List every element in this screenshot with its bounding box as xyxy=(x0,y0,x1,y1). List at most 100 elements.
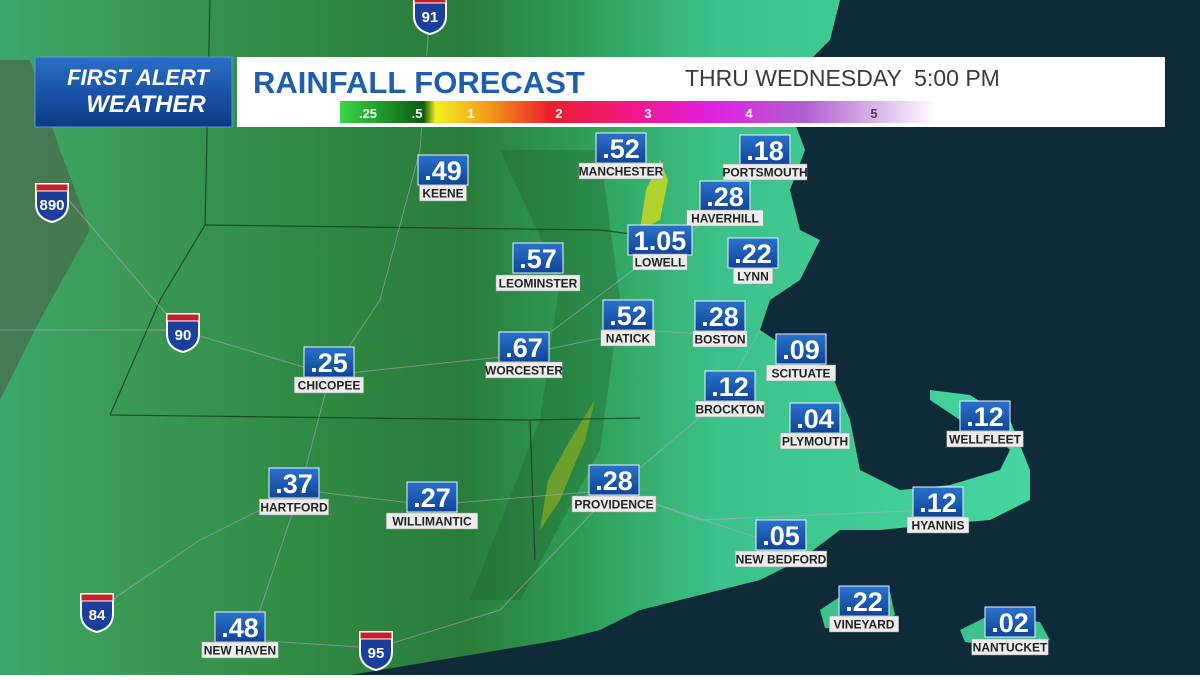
highway-shield-top xyxy=(413,0,447,4)
value-box xyxy=(727,237,779,269)
value-box xyxy=(214,611,266,643)
highway-shield-top xyxy=(35,183,69,192)
highway-shield xyxy=(35,183,69,224)
city-marker: .09 SCITUATE xyxy=(766,333,836,382)
rain-value: .25 xyxy=(310,348,348,378)
name-box xyxy=(578,162,664,180)
legend-label: 1 xyxy=(467,106,474,121)
title: RAINFALL FORECAST xyxy=(253,65,585,100)
highway-number: 890 xyxy=(39,197,64,214)
logo-text: FIRST ALERT xyxy=(67,65,210,90)
city-name: HYANNIS xyxy=(912,519,965,533)
highway-number: 84 xyxy=(89,607,106,624)
darker-band xyxy=(470,150,620,600)
name-box xyxy=(686,209,764,227)
city-marker: .57 LEOMINSTER xyxy=(495,242,581,292)
city-name: PLYMOUTH xyxy=(782,435,848,449)
legend-label: .25 xyxy=(359,106,377,121)
rain-value: .12 xyxy=(919,488,957,518)
city-name: WILLIMANTIC xyxy=(392,515,472,529)
highway-number: 91 xyxy=(422,9,439,26)
city-name: WORCESTER xyxy=(485,364,563,378)
name-box xyxy=(906,516,970,534)
city-name: LOWELL xyxy=(635,256,686,270)
value-box xyxy=(406,481,458,513)
rain-value: .18 xyxy=(746,136,784,166)
value-box xyxy=(512,242,564,274)
value-box xyxy=(775,333,827,365)
name-box xyxy=(571,495,657,513)
value-box xyxy=(595,132,647,164)
legend-label: 5 xyxy=(870,106,877,121)
city-name: PROVIDENCE xyxy=(574,498,653,512)
name-box xyxy=(201,641,279,659)
name-box xyxy=(632,253,688,271)
city-marker: .27 WILLIMANTIC xyxy=(386,481,478,530)
name-box xyxy=(829,615,899,633)
highway-number: 90 xyxy=(175,327,192,344)
highway-shield xyxy=(166,313,200,354)
name-box xyxy=(780,432,850,450)
rain-value: .12 xyxy=(966,402,1004,432)
value-box xyxy=(755,519,807,551)
name-box xyxy=(946,430,1024,448)
city-name: VINEYARD xyxy=(834,618,895,632)
rain-value: .52 xyxy=(602,134,640,164)
city-marker: .02 NANTUCKET xyxy=(971,606,1049,656)
highway-shield-top xyxy=(166,313,200,322)
name-box xyxy=(600,329,656,347)
city-marker: .05 NEW BEDFORD xyxy=(735,519,827,568)
city-name: WELLFLEET xyxy=(949,433,1022,447)
value-box xyxy=(498,331,550,363)
value-box xyxy=(627,224,693,256)
rain-value: .28 xyxy=(706,182,744,212)
city-marker: .28 PROVIDENCE xyxy=(571,464,657,513)
value-box xyxy=(699,180,751,212)
city-name: LEOMINSTER xyxy=(499,277,578,291)
value-box xyxy=(739,134,791,166)
rain-value: .02 xyxy=(991,608,1029,638)
city-name: BROCKTON xyxy=(695,403,764,417)
rain-value: 1.05 xyxy=(634,226,687,256)
city-name: HARTFORD xyxy=(260,501,328,515)
name-box xyxy=(722,163,808,181)
value-box xyxy=(838,585,890,617)
rain-value: .27 xyxy=(413,483,451,513)
value-box xyxy=(588,464,640,496)
name-box xyxy=(971,638,1049,656)
city-name: SCITUATE xyxy=(771,367,830,381)
city-name: HAVERHILL xyxy=(691,212,759,226)
valid-time: THRU WEDNESDAY 5:00 PM xyxy=(685,65,1000,91)
highway-shield xyxy=(359,631,393,672)
logo-box xyxy=(34,56,233,128)
city-name: MANCHESTER xyxy=(579,165,664,179)
city-marker: .37 HARTFORD xyxy=(259,467,329,516)
highway-shield xyxy=(80,593,114,634)
rain-value: .05 xyxy=(762,521,800,551)
name-box xyxy=(485,361,563,379)
rain-value: .12 xyxy=(711,372,749,402)
name-box xyxy=(419,184,467,202)
name-box xyxy=(766,364,836,382)
city-name: CHICOPEE xyxy=(298,379,361,393)
value-box xyxy=(694,300,746,332)
legend-label: .5 xyxy=(412,106,423,121)
value-box xyxy=(417,154,469,186)
heavy-rain-band xyxy=(540,400,595,530)
name-box xyxy=(495,274,581,292)
name-box xyxy=(294,376,364,394)
city-name: NEW HAVEN xyxy=(204,644,276,658)
rain-value: .48 xyxy=(221,613,259,643)
rain-value: .28 xyxy=(595,466,633,496)
value-box xyxy=(984,606,1036,638)
legend-label: 4 xyxy=(745,106,753,121)
